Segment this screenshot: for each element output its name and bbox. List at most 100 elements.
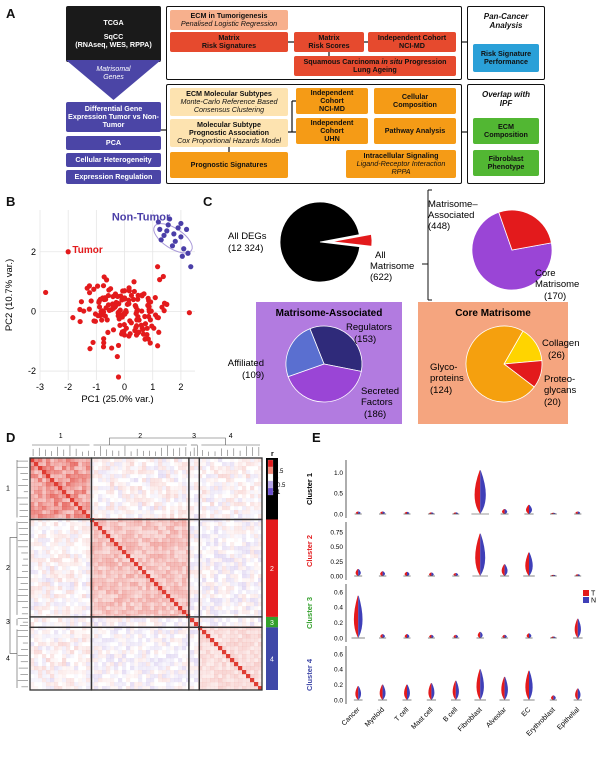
heatmap-cell	[186, 462, 191, 467]
heatmap-cell	[214, 602, 219, 607]
heatmap-cell	[222, 642, 227, 647]
heatmap-cell	[42, 470, 47, 475]
heatmap-cell	[222, 658, 227, 663]
heatmap-cell	[50, 650, 55, 655]
heatmap-cell	[86, 498, 91, 503]
heatmap-cell	[134, 542, 139, 547]
heatmap-cell	[66, 686, 71, 691]
heatmap-cell	[198, 618, 203, 623]
heatmap-cell	[62, 606, 67, 611]
heatmap-cell	[166, 458, 171, 463]
heatmap-cell	[170, 614, 175, 619]
heatmap-cell	[242, 670, 247, 675]
heatmap-cell	[102, 514, 107, 519]
heatmap-cell	[226, 638, 231, 643]
heatmap-cell	[74, 682, 79, 687]
heatmap-cell	[206, 458, 211, 463]
panel-label-e: E	[312, 430, 321, 445]
heatmap-cell	[214, 622, 219, 627]
heatmap-cell	[86, 554, 91, 559]
heatmap-cell	[234, 686, 239, 691]
heatmap-cell	[142, 626, 147, 631]
heatmap-cell	[82, 670, 87, 675]
heatmap-cell	[162, 538, 167, 543]
heatmap-cell	[214, 678, 219, 683]
heatmap-cell	[162, 590, 167, 595]
heatmap-cell	[86, 562, 91, 567]
heatmap-cell	[50, 494, 55, 499]
heatmap-cell	[110, 590, 115, 595]
heatmap-cell	[50, 570, 55, 575]
heatmap-cell	[82, 606, 87, 611]
heatmap-cell	[258, 598, 263, 603]
heatmap-cell	[166, 602, 171, 607]
heatmap-cell	[94, 586, 99, 591]
heatmap-cell	[118, 534, 123, 539]
heatmap-cell	[106, 606, 111, 611]
heatmap-cell	[54, 550, 59, 555]
heatmap-cell	[226, 686, 231, 691]
heatmap-cell	[238, 522, 243, 527]
heatmap-cell	[78, 630, 82, 634]
heatmap-cell	[30, 542, 35, 547]
heatmap-cell	[126, 622, 130, 626]
heatmap-cell	[170, 554, 175, 559]
heatmap-cell	[102, 594, 107, 599]
heatmap-cell	[158, 498, 163, 503]
heatmap-cell	[46, 586, 51, 591]
heatmap-cell	[250, 530, 255, 535]
non-tumor-point	[169, 243, 176, 249]
column-cluster-label: 4	[229, 433, 233, 440]
heatmap-cell	[174, 494, 179, 499]
heatmap-cell	[186, 578, 191, 583]
violin-tumor-half	[355, 686, 359, 700]
heatmap-cell	[150, 594, 155, 599]
heatmap-cell	[158, 482, 163, 487]
heatmap-cell	[218, 458, 223, 463]
heatmap-cell	[166, 534, 171, 539]
heatmap-cell	[66, 598, 71, 603]
heatmap-cell	[78, 486, 83, 491]
heatmap-cell	[134, 510, 139, 515]
heatmap-cell	[46, 554, 51, 559]
heatmap-cell	[142, 534, 147, 539]
heatmap-cell	[178, 542, 183, 547]
heatmap-cell	[142, 462, 147, 467]
heatmap-cell	[222, 534, 227, 539]
violin-normal-half	[431, 634, 434, 638]
pan-cancer-line1: Pan-Cancer	[483, 12, 529, 21]
heatmap-cell	[122, 494, 127, 499]
heatmap-cell	[238, 550, 243, 555]
heatmap-cell	[178, 526, 183, 531]
heatmap-cell	[186, 622, 191, 627]
heatmap-cell	[42, 514, 47, 519]
heatmap-cell	[86, 494, 91, 499]
heatmap-cell	[154, 566, 159, 571]
heatmap-cell	[226, 586, 231, 591]
heatmap-cell	[214, 642, 219, 647]
heatmap-cell	[166, 574, 171, 579]
heatmap-cell	[194, 626, 199, 631]
heatmap-cell	[190, 602, 195, 607]
heatmap-cell	[82, 594, 87, 599]
heatmap-cell	[154, 538, 159, 543]
heatmap-cell	[78, 558, 83, 563]
heatmap-cell	[202, 506, 207, 511]
heatmap-cell	[250, 558, 255, 563]
heatmap-cell	[234, 498, 239, 503]
heatmap-cell	[118, 614, 123, 619]
heatmap-cell	[118, 502, 123, 507]
heatmap-cell	[146, 598, 151, 603]
heatmap-cell	[238, 662, 243, 667]
heatmap-cell	[182, 506, 187, 511]
heatmap-cell	[130, 578, 135, 583]
heatmap-cell	[198, 602, 203, 607]
heatmap-cell	[86, 602, 90, 606]
heatmap-cell	[82, 470, 87, 475]
heatmap-cell	[218, 674, 223, 679]
heatmap-cell	[190, 630, 195, 635]
heatmap-cell	[46, 606, 51, 611]
heatmap-cell	[242, 458, 247, 463]
heatmap-cell	[94, 490, 99, 495]
violin-normal-half	[504, 509, 508, 514]
